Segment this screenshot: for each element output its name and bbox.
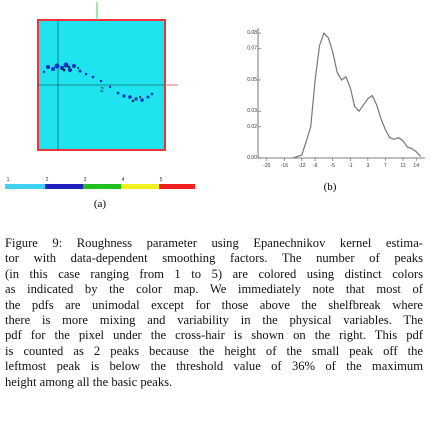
caption-line: is counted as 2 peaks because the height… [5,343,423,358]
x-tick-label: -5 [330,163,335,169]
caption-line: there is more mixing and variability in … [5,313,423,328]
caption: Figure 9: Roughness parameter using Epan… [5,236,423,390]
map-dots [42,62,154,102]
caption-line: the pdfs are unimodal except for those a… [5,297,423,312]
y-tick-label: 0.05 [247,77,257,83]
caption-line: as indicated by the color map. We immedi… [5,282,423,297]
colorbar-label: 3 [84,177,87,183]
pdf-line [292,31,422,159]
colorbar-segment [83,184,121,189]
caption-line: pdf for the pixel under the cross-hair i… [5,328,423,343]
x-tick-label: -16 [281,163,288,169]
map-annotation: 2 [100,87,104,94]
figure: 2 (a) (b) 1 2 3 4 5 0.00 0.02 0.03 0.05 0.07 0.08 -… [5,2,425,210]
colorbar-label: 1 [7,177,10,183]
colorbar-label: 5 [160,177,163,183]
y-tick-label: 0.00 [247,155,257,161]
caption-line: tor with data-dependent smoothing factor… [5,251,423,266]
y-tick-label: 0.03 [247,108,257,114]
colorbar-segment [45,184,83,189]
x-tick-label: 7 [384,163,387,169]
y-tick-label: 0.02 [247,124,257,130]
caption-line: height among all the basic peaks. [5,374,173,389]
panel-label: (b) [324,181,337,193]
x-tick-label: -12 [298,163,305,169]
x-tick-label: -1 [348,163,353,169]
caption-line: leftmost peak is below the threshold val… [5,359,423,374]
y-tick-label: 0.07 [247,46,257,52]
caption-line: Figure 9: Roughness parameter using Epan… [5,236,423,250]
colorbar-segment [121,184,159,189]
x-tick-label: 11 [400,163,405,169]
colorbar-segment [159,184,195,189]
x-tick-label: -9 [313,163,318,169]
panel-label: (a) [94,198,107,210]
x-tick-label: -20 [263,163,270,169]
caption-line: (in this case ranging from 1 to 5) are c… [5,266,423,281]
x-tick-label: 3 [366,163,369,169]
colorbar-segment [5,184,45,189]
colorbar-label: 4 [122,177,125,183]
x-tick-label: 14 [413,163,419,169]
map-dots [62,65,142,103]
y-tick-label: 0.08 [247,30,257,36]
colorbar-label: 2 [46,177,49,183]
